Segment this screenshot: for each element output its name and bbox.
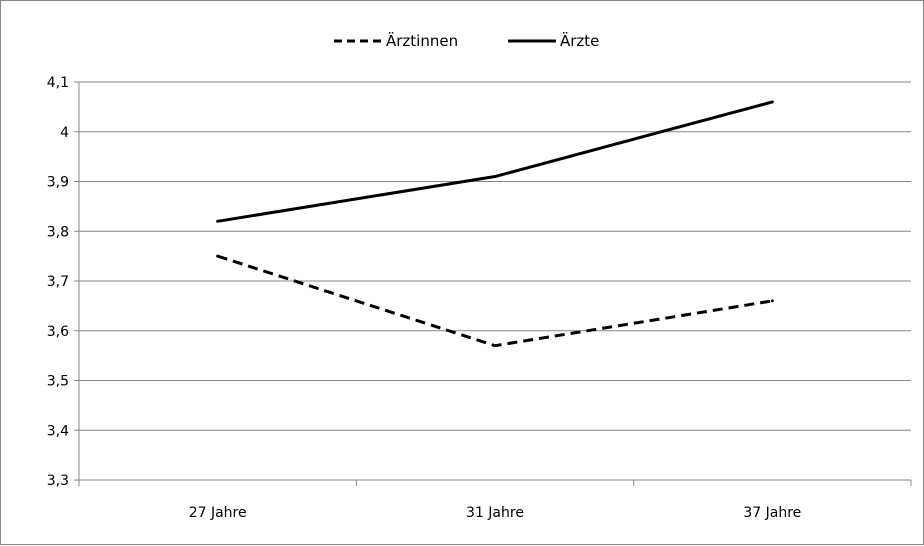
y-tick-label: 3,8 — [47, 224, 69, 240]
data-point — [770, 299, 774, 303]
data-point — [493, 344, 497, 348]
y-tick-label: 3,7 — [47, 274, 69, 290]
data-point — [770, 100, 774, 104]
series-line-0 — [217, 254, 773, 348]
y-tick-label: 3,9 — [47, 175, 69, 191]
y-tick-label: 3,3 — [47, 473, 69, 489]
y-tick-label: 4 — [60, 125, 69, 141]
x-tick-label: 31 Jahre — [466, 505, 524, 521]
x-tick-label: 27 Jahre — [189, 505, 247, 521]
y-tick-label: 3,5 — [47, 374, 69, 390]
legend-label: Ärztinnen — [386, 31, 458, 50]
series-line-1 — [217, 100, 773, 223]
legend-label: Ärzte — [560, 31, 599, 50]
data-point — [493, 175, 497, 179]
x-tick-label: 37 Jahre — [743, 505, 801, 521]
data-point — [216, 219, 220, 223]
y-tick-label: 3,4 — [47, 423, 69, 439]
data-point — [216, 254, 220, 258]
y-tick-label: 4,1 — [47, 75, 69, 91]
y-tick-label: 3,6 — [47, 324, 69, 340]
